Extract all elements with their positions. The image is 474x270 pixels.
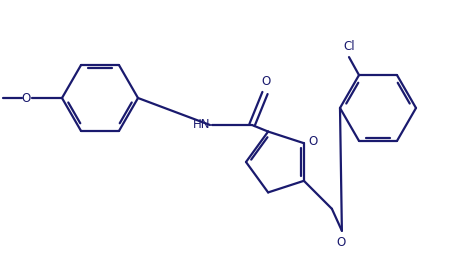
- Text: O: O: [22, 92, 31, 104]
- Text: O: O: [308, 135, 317, 148]
- Text: O: O: [336, 236, 346, 249]
- Text: Cl: Cl: [343, 40, 355, 53]
- Text: HN: HN: [192, 119, 210, 131]
- Text: O: O: [261, 75, 271, 88]
